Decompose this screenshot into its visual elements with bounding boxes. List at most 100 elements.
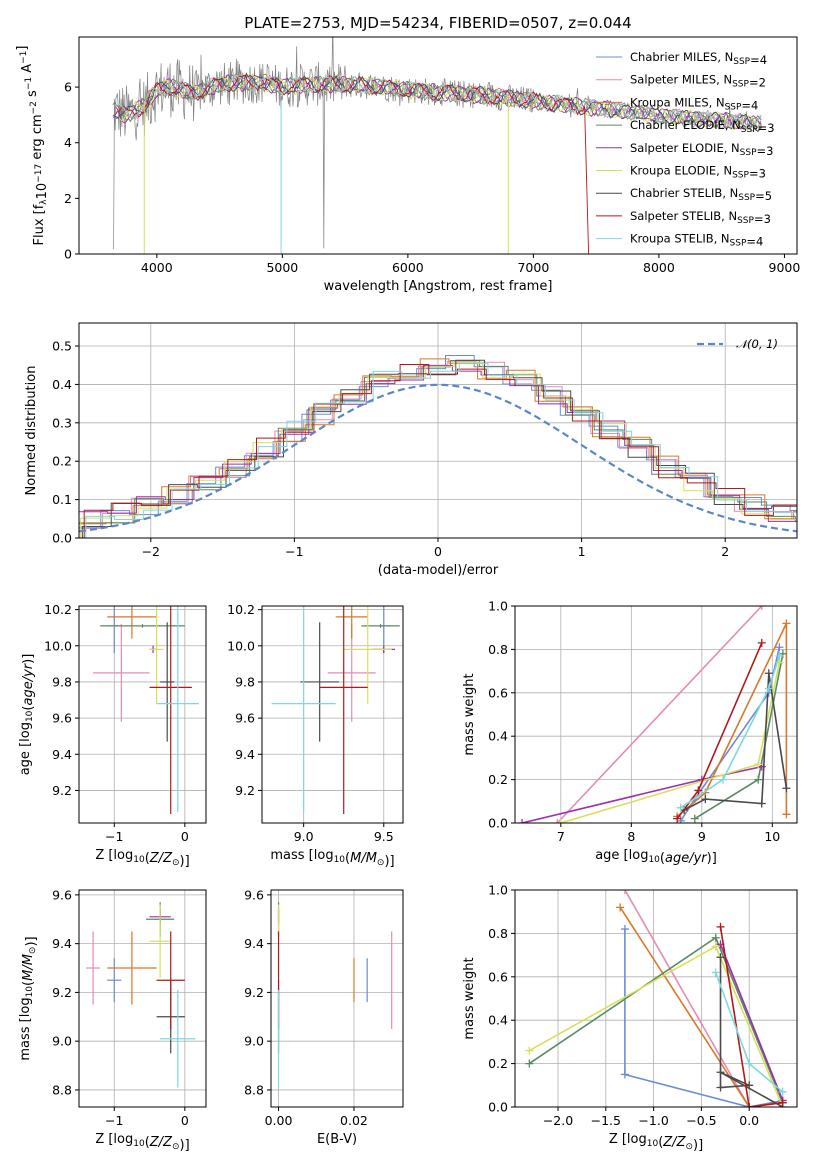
plot-area xyxy=(93,606,199,814)
label-part: ( xyxy=(145,1135,150,1150)
label-part: A xyxy=(20,64,35,77)
weight-marker-kroupa-stelib xyxy=(676,803,685,812)
label-part: s xyxy=(25,90,40,101)
x-axis-label: wavelength [Angstrom, rest frame] xyxy=(324,279,553,294)
plot-area xyxy=(518,606,791,823)
label-part: age [log xyxy=(18,722,33,775)
y-tick-label: 1.0 xyxy=(488,883,508,898)
weight-marker-kroupa-elodie xyxy=(525,1046,534,1055)
y-tick-label: 0.0 xyxy=(488,816,508,831)
weight-marker-chabrier-stelib xyxy=(716,1083,725,1092)
label-part: SSP xyxy=(730,239,747,249)
x-axis-label: mass [log10(M/M⊙)] xyxy=(270,848,394,869)
label-part: =4 xyxy=(750,53,767,67)
label-part: mass [log xyxy=(270,848,333,863)
x-tick-label: 8 xyxy=(627,829,635,844)
label-part: 10 xyxy=(25,986,35,998)
label-part: SSP xyxy=(732,80,749,90)
mass-vs-ebv-panel: 0.00 0.02 8.8 9.0 9.2 9.4 9.6 E(B-V) xyxy=(244,887,404,1147)
x-tick-label: −1 xyxy=(285,544,303,559)
y-axis-label: age [log10(age/yr)] xyxy=(18,654,36,776)
y-tick-label: 0.4 xyxy=(488,1013,508,1028)
label-part: −2 xyxy=(29,101,39,114)
label-part: SSP xyxy=(738,193,755,203)
y-tick-label: 10.0 xyxy=(227,638,255,653)
label-part: ⊙ xyxy=(685,1142,693,1152)
label-part: SSP xyxy=(740,148,757,158)
weight-marker-chabrier-elodie xyxy=(754,775,763,784)
y-tick-label: 6 xyxy=(64,80,72,95)
label-part: ⊙ xyxy=(377,858,385,868)
y-tick-label: 0.6 xyxy=(488,685,508,700)
label-part: Chabrier STELIB, N xyxy=(630,186,738,200)
label-part: ⊙ xyxy=(172,1142,180,1152)
legend-entry-kroupa-stelib: Kroupa STELIB, NSSP=4 xyxy=(630,232,763,249)
mass-vs-z-panel: −1 08.89.09.29.49.6Z [log10(Z/Z⊙)]mass [l… xyxy=(18,887,207,1153)
y-tick-label: 0.6 xyxy=(488,969,508,984)
y-tick-label: 9.4 xyxy=(52,747,72,762)
weight-marker-kroupa-stelib xyxy=(778,1087,787,1096)
axes-frame xyxy=(270,889,404,1108)
label-part: Z [log xyxy=(95,848,133,863)
weight-marker-salpeter-elodie xyxy=(518,819,527,823)
weight-marker-kroupa-stelib xyxy=(718,775,727,784)
y-tick-label: 0.1 xyxy=(52,492,72,507)
label-part: )] xyxy=(21,654,36,664)
weight-marker-salpeter-miles xyxy=(757,606,766,610)
legend-entry-chabrier-elodie: Chabrier ELODIE, NSSP=3 xyxy=(630,118,775,135)
figure-title: PLATE=2753, MJD=54234, FIBERID=0507, z=0… xyxy=(244,14,631,32)
y-tick-label: 9.6 xyxy=(244,887,264,902)
x-tick-label: 0 xyxy=(181,829,189,844)
y-axis-label: mass weight xyxy=(462,673,477,755)
label-part: SSP xyxy=(741,125,758,135)
y-tick-label: 9.4 xyxy=(244,936,264,951)
weight-line-chabrier-miles xyxy=(624,929,783,1107)
legend-entry-chabrier-stelib: Chabrier STELIB, NSSP=5 xyxy=(630,186,772,203)
x-tick-label: 0 xyxy=(181,1113,189,1128)
weight-marker-salpeter-stelib xyxy=(745,1103,754,1107)
y-tick-label: 9.2 xyxy=(52,985,72,1000)
weight-marker-kroupa-stelib xyxy=(764,684,773,693)
label-part: Salpeter ELODIE, N xyxy=(630,141,740,155)
label-part: age/yr xyxy=(665,851,708,866)
legend-entry-salpeter-stelib: Salpeter STELIB, NSSP=3 xyxy=(630,209,771,226)
label-part: =3 xyxy=(754,212,771,226)
label-part: Z [log xyxy=(609,1132,647,1147)
label-part: Flux [f xyxy=(32,204,47,245)
y-tick-label: 4 xyxy=(64,135,72,150)
label-part: −17 xyxy=(34,164,44,183)
y-tick-label: 9.6 xyxy=(52,887,72,902)
label-part: )] xyxy=(707,851,717,866)
weight-marker-chabrier-stelib xyxy=(716,953,725,962)
weight-marker-salpeter-stelib xyxy=(757,638,766,647)
label-part: )] xyxy=(24,936,39,946)
model-salpeter-stelib-line xyxy=(115,74,590,254)
weight-marker-kroupa-elodie xyxy=(754,760,763,769)
y-tick-label: 9.6 xyxy=(52,711,72,726)
weight-marker-chabrier-stelib xyxy=(782,784,791,793)
weight-marker-salpeter-stelib xyxy=(778,1098,787,1107)
x-tick-label: 9 xyxy=(698,829,706,844)
y-tick-label: 9.8 xyxy=(52,674,72,689)
label-part: ( xyxy=(21,981,36,986)
weight-marker-kroupa-miles xyxy=(616,903,625,912)
legend-entry-kroupa-miles: Kroupa MILES, NSSP=4 xyxy=(630,95,758,112)
x-tick-label: −1 xyxy=(105,829,123,844)
x-tick-label: −2.0 xyxy=(543,1113,573,1128)
weight-marker-chabrier-miles xyxy=(620,925,629,934)
y-axis-label: Flux [fλ10−17 erg cm−2 s−1 A−1] xyxy=(15,46,50,246)
label-part: SSP xyxy=(732,171,749,181)
label-part: =5 xyxy=(755,189,772,203)
y-tick-label: 0.3 xyxy=(52,415,72,430)
y-tick-label: 0.4 xyxy=(52,377,72,392)
label-part: M/M xyxy=(350,851,377,866)
histogram-kroupa-stelib-steps xyxy=(85,363,797,538)
label-part: Chabrier ELODIE, N xyxy=(630,118,741,132)
label-part: −1 xyxy=(19,51,29,64)
y-axis-label: Normed distribution xyxy=(24,366,39,496)
label-part: ] xyxy=(15,46,30,51)
weight-marker-salpeter-stelib xyxy=(673,814,682,823)
weight-marker-chabrier-stelib xyxy=(701,795,710,804)
x-tick-label: 2 xyxy=(721,544,729,559)
